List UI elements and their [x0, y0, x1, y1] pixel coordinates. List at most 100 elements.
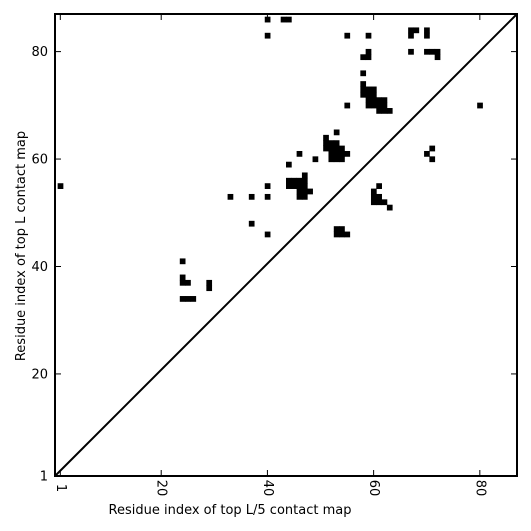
contact-cell — [323, 145, 329, 152]
contact-cell — [376, 108, 382, 114]
y-tick-label: 60 — [31, 153, 48, 168]
contact-cell — [365, 102, 372, 109]
contact-cell — [179, 258, 186, 265]
contact-cell — [344, 231, 351, 238]
contact-cell — [408, 32, 414, 39]
contact-cell — [429, 145, 436, 152]
contact-cell — [328, 140, 335, 147]
contact-cell — [296, 183, 303, 189]
contact-cell — [370, 193, 377, 200]
contact-cell — [301, 172, 308, 179]
contact-cell — [328, 156, 335, 163]
contact-cell — [434, 54, 441, 61]
contact-cell — [365, 32, 372, 39]
contact-cell — [344, 102, 351, 109]
y-tick-label: 40 — [31, 260, 48, 275]
x-tick-label: 20 — [154, 480, 169, 497]
contact-cell — [286, 183, 292, 189]
contact-cell — [185, 279, 191, 286]
contact-cell — [376, 183, 382, 189]
contact-cell — [339, 226, 345, 232]
contact-cell — [296, 188, 303, 195]
contact-cell — [179, 274, 186, 281]
contact-cell — [408, 27, 414, 34]
contact-cell — [424, 32, 430, 39]
contact-cell — [344, 32, 351, 39]
contact-cell — [386, 204, 393, 211]
contact-cell — [365, 97, 372, 104]
x-tick-label: 40 — [260, 480, 275, 497]
x-tick-label: 80 — [472, 480, 487, 497]
contact-cell — [286, 177, 292, 184]
contact-cell — [413, 27, 420, 34]
contact-cell — [360, 70, 367, 77]
contact-cell — [339, 156, 345, 163]
contact-cell — [360, 54, 367, 61]
contact-cell — [301, 183, 308, 189]
contact-cell — [339, 145, 345, 152]
contact-cell — [365, 86, 372, 93]
contact-cell — [360, 81, 367, 87]
contact-cell — [323, 140, 329, 147]
contact-cell — [381, 97, 388, 104]
contact-cell — [477, 102, 483, 109]
contact-cell — [333, 150, 340, 157]
contact-cell — [360, 91, 367, 98]
contact-cell — [365, 91, 372, 98]
contact-cell — [190, 296, 197, 302]
contact-cell — [376, 97, 382, 104]
y-tick-label: 20 — [31, 367, 48, 382]
contact-cell — [296, 177, 303, 184]
contact-cell — [248, 220, 255, 227]
contact-cell — [370, 199, 377, 206]
contact-cell — [365, 54, 372, 61]
contact-cell — [264, 183, 271, 189]
contact-cell — [333, 231, 340, 238]
contact-cell — [57, 183, 64, 189]
contact-cell — [248, 193, 255, 200]
contact-cell — [227, 193, 234, 200]
contact-cell — [333, 140, 340, 147]
contact-cell — [206, 285, 213, 292]
x-tick-label: 60 — [366, 480, 381, 497]
axis-ticks: 1 20 40 60 80 1 20 40 60 80 — [31, 14, 517, 496]
contact-cell — [179, 296, 186, 302]
y-tick-label: 1 — [40, 470, 48, 485]
contact-cell — [424, 48, 430, 55]
contact-cell — [296, 193, 303, 200]
contact-cell — [328, 150, 335, 157]
contact-cell — [434, 48, 441, 55]
contact-cell — [408, 48, 414, 55]
contact-cell — [301, 188, 308, 195]
diagonal-line — [54, 13, 518, 477]
contact-cell — [360, 86, 367, 93]
contact-cell — [386, 108, 393, 114]
contact-cell — [365, 48, 372, 55]
contact-cell — [429, 156, 436, 163]
contact-cell — [206, 279, 213, 286]
y-axis-label: Residue index of top L contact map — [14, 131, 29, 361]
contact-cell — [424, 27, 430, 34]
contact-cell — [179, 279, 186, 286]
contact-cell — [291, 177, 298, 184]
contact-cells — [57, 16, 483, 302]
contact-cell — [370, 188, 377, 195]
contact-cell — [301, 193, 308, 200]
contact-cell — [333, 156, 340, 163]
contact-cell — [381, 102, 388, 109]
contact-cell — [328, 145, 335, 152]
y-tick-label: 80 — [31, 45, 48, 60]
contact-cell — [185, 296, 191, 302]
contact-cell — [344, 150, 351, 157]
contact-cell — [312, 156, 319, 163]
contact-cell — [333, 145, 340, 152]
contact-cell — [264, 231, 271, 238]
contact-cell — [286, 161, 292, 168]
contact-cell — [376, 199, 382, 206]
x-tick-label: 1 — [53, 484, 68, 492]
contact-cell — [370, 91, 377, 98]
contact-cell — [370, 102, 377, 109]
contact-cell — [339, 231, 345, 238]
contact-cell — [376, 102, 382, 109]
